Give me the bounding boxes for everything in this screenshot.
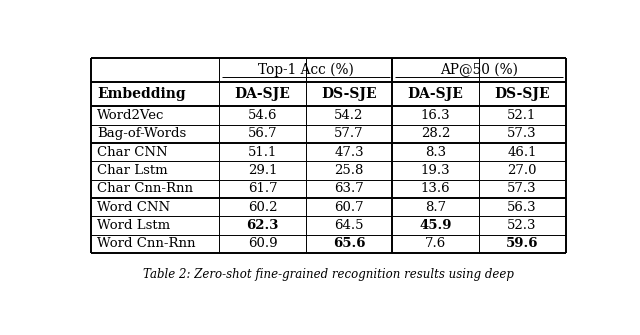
Text: 57.7: 57.7 [334,127,364,140]
Text: DA-SJE: DA-SJE [234,87,291,101]
Text: 45.9: 45.9 [419,219,452,232]
Text: Word Cnn-Rnn: Word Cnn-Rnn [97,237,195,250]
Text: 47.3: 47.3 [334,145,364,158]
Text: 25.8: 25.8 [334,164,364,177]
Text: 51.1: 51.1 [248,145,277,158]
Text: Bag-of-Words: Bag-of-Words [97,127,186,140]
Text: Char Lstm: Char Lstm [97,164,168,177]
Text: 64.5: 64.5 [334,219,364,232]
Text: 29.1: 29.1 [248,164,277,177]
Text: 60.7: 60.7 [334,201,364,214]
Text: 8.3: 8.3 [425,145,446,158]
Text: Word2Vec: Word2Vec [97,109,164,122]
Text: 28.2: 28.2 [420,127,450,140]
Text: 65.6: 65.6 [333,237,365,250]
Text: 19.3: 19.3 [420,164,450,177]
Text: 59.6: 59.6 [506,237,538,250]
Text: 46.1: 46.1 [507,145,536,158]
Text: Embedding: Embedding [97,87,186,101]
Text: Char CNN: Char CNN [97,145,168,158]
Text: 52.1: 52.1 [508,109,536,122]
Text: Table 2: Zero-shot fine-grained recognition results using deep: Table 2: Zero-shot fine-grained recognit… [143,268,514,281]
Text: 27.0: 27.0 [507,164,536,177]
Text: 52.3: 52.3 [507,219,536,232]
Text: 7.6: 7.6 [425,237,446,250]
Text: 57.3: 57.3 [507,182,537,195]
Text: 13.6: 13.6 [420,182,450,195]
Text: DA-SJE: DA-SJE [408,87,463,101]
Text: 62.3: 62.3 [246,219,278,232]
Text: Word CNN: Word CNN [97,201,170,214]
Text: Char Cnn-Rnn: Char Cnn-Rnn [97,182,193,195]
Text: 16.3: 16.3 [420,109,450,122]
Text: 54.6: 54.6 [248,109,277,122]
Text: Word Lstm: Word Lstm [97,219,170,232]
Text: 54.2: 54.2 [334,109,364,122]
Text: 60.2: 60.2 [248,201,277,214]
Text: AP@50 (%): AP@50 (%) [440,63,518,77]
Text: DS-SJE: DS-SJE [494,87,550,101]
Text: 8.7: 8.7 [425,201,446,214]
Text: 61.7: 61.7 [248,182,277,195]
Text: 56.3: 56.3 [507,201,537,214]
Text: DS-SJE: DS-SJE [321,87,377,101]
Text: 63.7: 63.7 [334,182,364,195]
Text: 57.3: 57.3 [507,127,537,140]
Text: Top-1 Acc (%): Top-1 Acc (%) [258,63,354,77]
Text: 60.9: 60.9 [248,237,277,250]
Text: 56.7: 56.7 [248,127,277,140]
